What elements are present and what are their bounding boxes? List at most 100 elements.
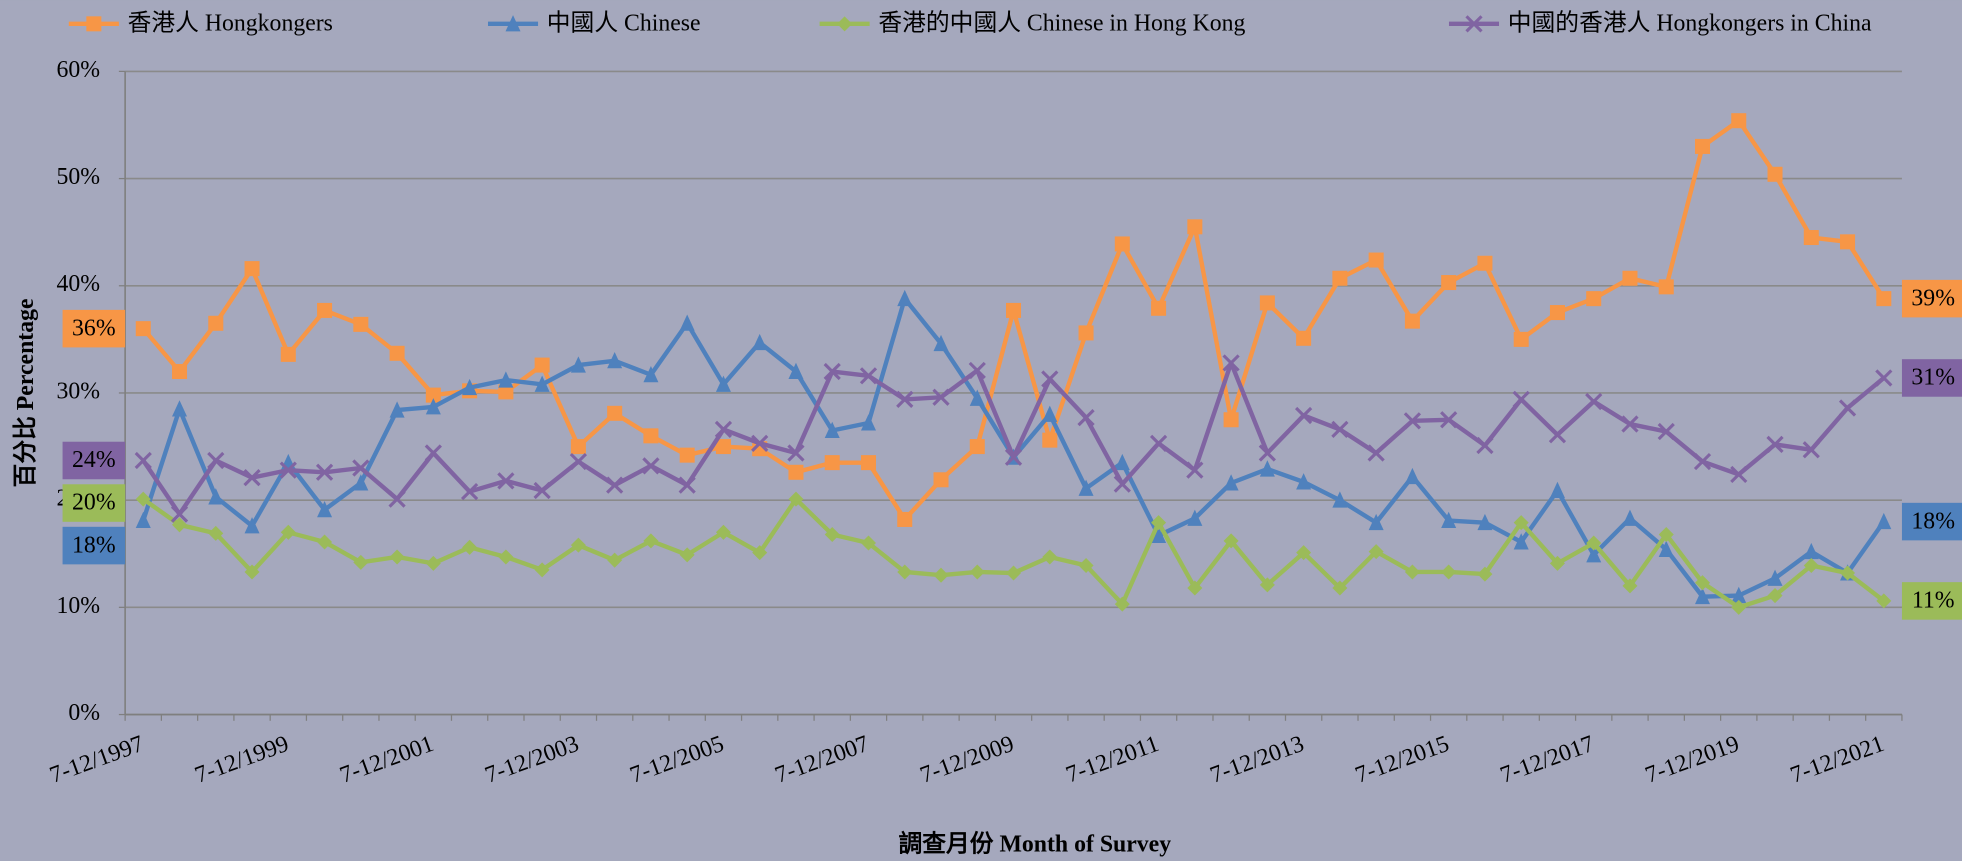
marker [1586, 535, 1602, 551]
marker [969, 439, 985, 455]
marker [607, 352, 623, 369]
marker [824, 526, 840, 542]
marker [170, 505, 189, 523]
marker [388, 490, 406, 508]
marker [353, 316, 369, 332]
marker [244, 564, 260, 580]
marker [1006, 565, 1022, 581]
marker [505, 15, 521, 32]
y-tick-label: 60% [57, 57, 101, 83]
marker [1585, 392, 1603, 411]
marker [498, 371, 514, 388]
marker [1403, 412, 1422, 430]
marker [280, 346, 296, 362]
marker [933, 567, 949, 583]
marker [1078, 479, 1094, 496]
marker [86, 16, 102, 32]
y-tick-label: 40% [57, 271, 101, 297]
marker [643, 533, 659, 549]
data-label-box [1901, 279, 1962, 318]
marker [1041, 370, 1059, 388]
marker [279, 461, 297, 479]
marker [751, 434, 769, 452]
marker [1730, 465, 1748, 484]
marker [317, 302, 333, 318]
marker [1476, 436, 1494, 455]
y-tick-label: 50% [57, 164, 101, 190]
marker [1803, 230, 1819, 246]
marker [1367, 444, 1385, 462]
marker [1477, 255, 1493, 271]
marker [1693, 452, 1712, 471]
marker [352, 459, 370, 477]
marker [135, 491, 151, 507]
marker [969, 389, 985, 406]
marker [1840, 234, 1856, 250]
marker [315, 463, 334, 481]
data-label: 36% [72, 315, 116, 341]
marker [243, 469, 261, 487]
marker [1465, 15, 1483, 33]
marker [389, 345, 405, 361]
marker [1586, 291, 1602, 307]
y-tick-label: 10% [57, 593, 101, 619]
marker [460, 482, 479, 501]
marker [752, 545, 768, 561]
marker [534, 357, 550, 373]
marker [570, 356, 586, 373]
marker [787, 444, 805, 462]
marker [534, 562, 550, 578]
marker [1657, 422, 1675, 441]
marker [1477, 513, 1493, 531]
marker [752, 333, 768, 351]
marker [135, 321, 151, 337]
marker [1259, 295, 1275, 311]
data-label: 18% [72, 532, 116, 558]
marker [1838, 399, 1857, 417]
marker [1513, 331, 1529, 347]
marker [1187, 219, 1203, 235]
legend-label: 中國人 Chinese [547, 10, 701, 37]
marker [823, 362, 841, 381]
marker [859, 367, 878, 385]
marker [1006, 302, 1022, 318]
marker [1259, 460, 1275, 477]
marker [1876, 512, 1892, 530]
data-label-box [62, 484, 126, 522]
marker [678, 476, 696, 494]
marker [134, 451, 152, 470]
marker [425, 555, 441, 571]
marker [534, 375, 550, 392]
marker [1332, 580, 1348, 596]
marker [1296, 545, 1312, 561]
marker [1586, 546, 1602, 563]
marker [1042, 405, 1058, 422]
marker [135, 511, 151, 529]
marker [1368, 252, 1384, 268]
marker [172, 400, 188, 417]
marker [1331, 420, 1349, 439]
marker [1694, 575, 1711, 591]
marker [462, 539, 478, 555]
marker [606, 476, 624, 494]
marker [172, 517, 188, 533]
marker [353, 474, 369, 491]
marker [1766, 435, 1784, 454]
marker [317, 501, 333, 518]
marker [714, 420, 733, 439]
data-label-box [62, 441, 126, 480]
marker [643, 365, 659, 383]
marker [1876, 291, 1892, 307]
marker [207, 451, 225, 470]
marker [425, 387, 441, 403]
marker [1295, 406, 1313, 425]
marker [244, 261, 260, 277]
marker [1767, 166, 1783, 182]
data-label-box [1901, 359, 1962, 397]
marker [208, 488, 224, 505]
marker [1513, 533, 1529, 550]
marker [1658, 279, 1674, 295]
marker [897, 289, 913, 307]
